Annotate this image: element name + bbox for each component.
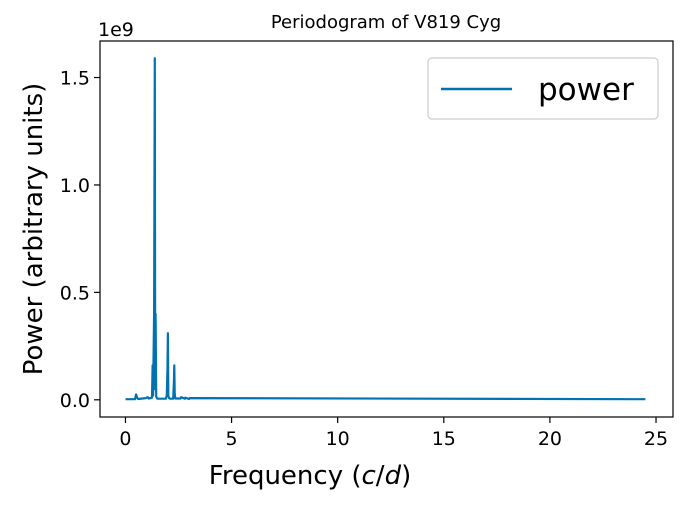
series-line-0 xyxy=(125,57,646,401)
x-tick-label: 15 xyxy=(432,428,456,450)
chart-title: Periodogram of V819 Cyg xyxy=(271,12,501,33)
y-tick-label: 1.0 xyxy=(60,175,90,197)
legend: power xyxy=(427,57,659,120)
plot-frame xyxy=(99,40,674,418)
x-axis: 0 5 10 15 20 25 xyxy=(119,417,668,450)
y-tick-label: 0.5 xyxy=(60,282,90,304)
y-offset-label: 1e9 xyxy=(98,19,134,41)
legend-label-power: power xyxy=(538,72,634,108)
x-tick-label: 10 xyxy=(326,428,350,450)
x-tick-label: 5 xyxy=(226,428,238,450)
y-axis-label: Power (arbitrary units) xyxy=(19,83,49,376)
x-axis-label: Frequency (c/d) xyxy=(209,461,411,491)
y-axis: 0.0 0.5 1.0 1.5 xyxy=(60,68,100,412)
x-tick-label: 20 xyxy=(538,428,562,450)
plot-area xyxy=(125,57,646,401)
x-tick-label: 0 xyxy=(119,428,131,450)
legend-box xyxy=(427,57,659,120)
y-tick-label: 1.5 xyxy=(60,68,90,90)
x-tick-label: 25 xyxy=(644,428,668,450)
y-tick-label: 0.0 xyxy=(60,390,90,412)
